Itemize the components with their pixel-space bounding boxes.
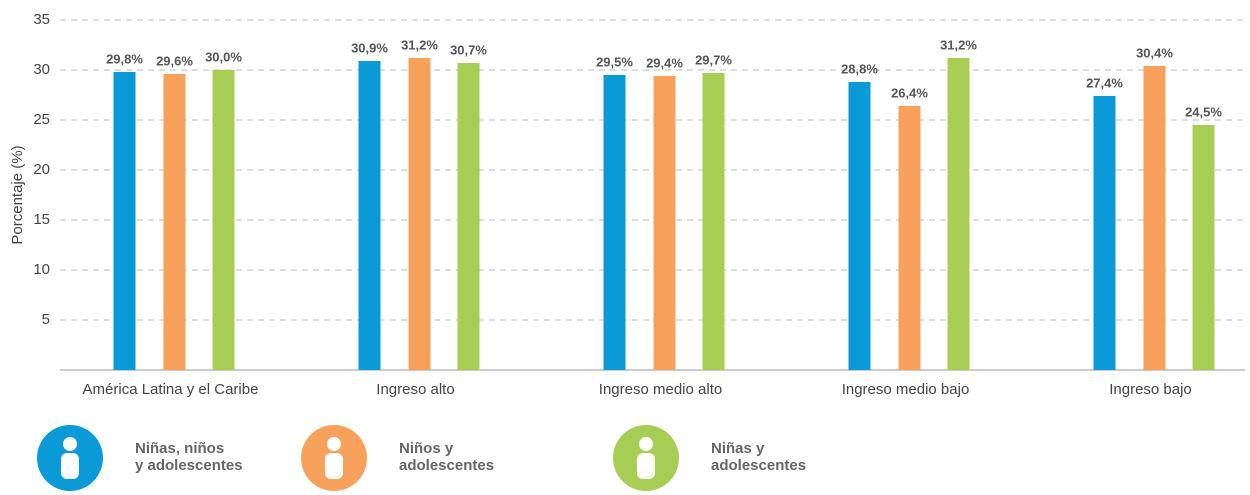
bar	[457, 63, 480, 370]
value-label: 30,9%	[351, 40, 388, 55]
y-tick-label: 25	[33, 111, 50, 128]
bar	[1093, 96, 1116, 370]
x-tick-label: Ingreso medio alto	[599, 381, 722, 398]
bar	[212, 70, 235, 370]
value-label: 31,2%	[401, 37, 438, 52]
legend-label: Niñas, niños y adolescentes	[135, 440, 243, 474]
x-tick-label: Ingreso bajo	[1109, 381, 1192, 398]
bar	[848, 82, 871, 370]
legend-label: Niñas y adolescentes	[711, 440, 807, 474]
legend-icon-body	[325, 453, 343, 479]
y-tick-label: 35	[33, 11, 50, 28]
value-label: 28,8%	[841, 61, 878, 76]
y-tick-label: 15	[33, 211, 50, 228]
value-label: 29,6%	[156, 53, 193, 68]
value-label: 29,8%	[106, 51, 143, 66]
bar	[1192, 125, 1215, 370]
value-label: 29,7%	[695, 52, 732, 67]
value-label: 29,4%	[646, 55, 683, 70]
value-label: 26,4%	[891, 85, 928, 100]
y-tick-label: 30	[33, 61, 50, 78]
legend-icon-head	[327, 437, 341, 451]
legend-icon-head	[639, 437, 653, 451]
bar	[603, 75, 626, 370]
legend-label: Niños y adolescentes	[399, 440, 495, 474]
value-label: 30,0%	[205, 49, 242, 64]
value-label: 31,2%	[940, 37, 977, 52]
value-label: 30,4%	[1136, 45, 1173, 60]
y-tick-label: 20	[33, 161, 50, 178]
legend-icon-head	[63, 437, 77, 451]
value-label: 30,7%	[450, 42, 487, 57]
bar	[1143, 66, 1166, 370]
x-tick-label: Ingreso alto	[376, 381, 454, 398]
x-tick-label: América Latina y el Caribe	[83, 381, 259, 398]
legend-icon-body	[61, 453, 79, 479]
legend-icon-body	[637, 453, 655, 479]
value-label: 29,5%	[596, 54, 633, 69]
bar	[408, 58, 431, 370]
bar	[947, 58, 970, 370]
bar	[898, 106, 921, 370]
y-axis-label: Porcentaje (%)	[9, 145, 26, 244]
bar	[653, 76, 676, 370]
bar	[113, 72, 136, 370]
value-label: 24,5%	[1185, 104, 1222, 119]
y-tick-label: 5	[42, 311, 50, 328]
bar	[358, 61, 381, 370]
y-tick-label: 10	[33, 261, 50, 278]
bar	[163, 74, 186, 370]
bar	[702, 73, 725, 370]
value-label: 27,4%	[1086, 75, 1123, 90]
x-tick-label: Ingreso medio bajo	[842, 381, 970, 398]
